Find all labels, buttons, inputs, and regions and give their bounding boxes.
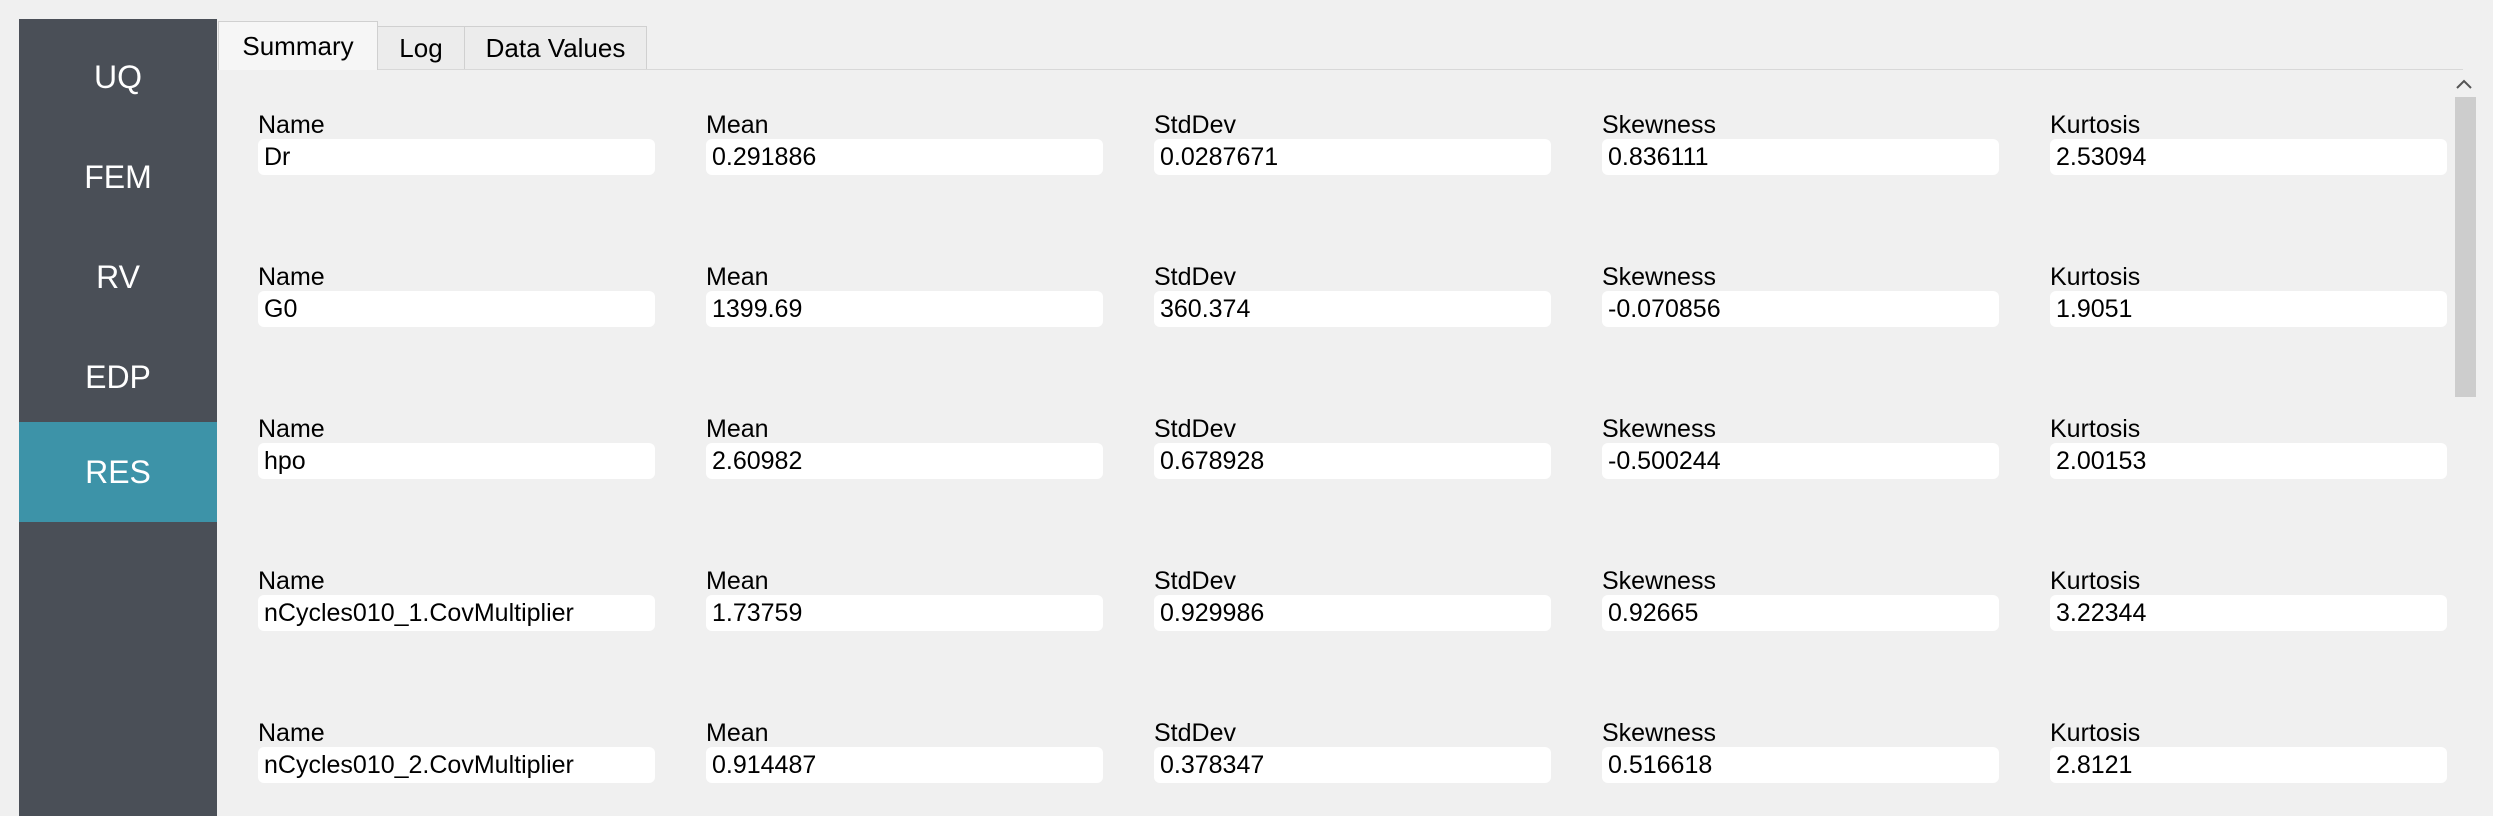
stddev-field[interactable]: 0.929986 bbox=[1154, 595, 1551, 631]
skewness-label: Skewness bbox=[1602, 263, 1716, 291]
mean-label: Mean bbox=[706, 567, 769, 595]
tab-log[interactable]: Log bbox=[377, 26, 465, 69]
tab-summary[interactable]: Summary bbox=[218, 21, 378, 70]
kurtosis-label: Kurtosis bbox=[2050, 567, 2141, 595]
skewness-field[interactable]: -0.070856 bbox=[1602, 291, 1999, 327]
scrollbar-thumb[interactable] bbox=[2455, 97, 2476, 397]
name-field[interactable]: hpo bbox=[258, 443, 655, 479]
mean-label: Mean bbox=[706, 415, 769, 443]
sidebar-item-label: RES bbox=[85, 453, 151, 490]
kurtosis-label: Kurtosis bbox=[2050, 111, 2141, 139]
stddev-label: StdDev bbox=[1154, 263, 1236, 291]
kurtosis-field[interactable]: 2.00153 bbox=[2050, 443, 2447, 479]
name-label: Name bbox=[258, 415, 325, 443]
mean-label: Mean bbox=[706, 263, 769, 291]
mean-label: Mean bbox=[706, 719, 769, 747]
stddev-label: StdDev bbox=[1154, 111, 1236, 139]
tab-label: Summary bbox=[242, 30, 354, 61]
name-field[interactable]: Dr bbox=[258, 139, 655, 175]
skewness-label: Skewness bbox=[1602, 567, 1716, 595]
sidebar-item-label: EDP bbox=[85, 358, 151, 395]
stddev-field[interactable]: 0.378347 bbox=[1154, 747, 1551, 783]
sidebar-item-res[interactable]: RES bbox=[19, 422, 217, 522]
name-label: Name bbox=[258, 111, 325, 139]
name-label: Name bbox=[258, 263, 325, 291]
sidebar-item-rv[interactable]: RV bbox=[19, 227, 217, 327]
mean-field[interactable]: 2.60982 bbox=[706, 443, 1103, 479]
name-field[interactable]: G0 bbox=[258, 291, 655, 327]
mean-field[interactable]: 0.914487 bbox=[706, 747, 1103, 783]
stddev-field[interactable]: 0.678928 bbox=[1154, 443, 1551, 479]
kurtosis-label: Kurtosis bbox=[2050, 415, 2141, 443]
stddev-field[interactable]: 0.0287671 bbox=[1154, 139, 1551, 175]
stddev-label: StdDev bbox=[1154, 719, 1236, 747]
skewness-field[interactable]: 0.92665 bbox=[1602, 595, 1999, 631]
sidebar-item-label: RV bbox=[96, 258, 140, 295]
tab-label: Log bbox=[399, 32, 443, 63]
kurtosis-label: Kurtosis bbox=[2050, 263, 2141, 291]
name-field[interactable]: nCycles010_2.CovMultiplier bbox=[258, 747, 655, 783]
skewness-label: Skewness bbox=[1602, 415, 1716, 443]
mean-field[interactable]: 1399.69 bbox=[706, 291, 1103, 327]
sidebar: UQ FEM RV EDP RES bbox=[19, 19, 217, 816]
stddev-field[interactable]: 360.374 bbox=[1154, 291, 1551, 327]
chevron-up-icon[interactable] bbox=[2452, 72, 2476, 96]
skewness-label: Skewness bbox=[1602, 111, 1716, 139]
skewness-field[interactable]: 0.836111 bbox=[1602, 139, 1999, 175]
kurtosis-field[interactable]: 2.53094 bbox=[2050, 139, 2447, 175]
kurtosis-field[interactable]: 2.8121 bbox=[2050, 747, 2447, 783]
name-label: Name bbox=[258, 567, 325, 595]
sidebar-item-edp[interactable]: EDP bbox=[19, 327, 217, 427]
skewness-field[interactable]: -0.500244 bbox=[1602, 443, 1999, 479]
kurtosis-field[interactable]: 1.9051 bbox=[2050, 291, 2447, 327]
sidebar-item-label: UQ bbox=[94, 58, 142, 95]
sidebar-item-label: FEM bbox=[84, 158, 152, 195]
stddev-label: StdDev bbox=[1154, 415, 1236, 443]
summary-panel bbox=[218, 69, 2463, 816]
mean-field[interactable]: 1.73759 bbox=[706, 595, 1103, 631]
tab-label: Data Values bbox=[485, 32, 626, 63]
stddev-label: StdDev bbox=[1154, 567, 1236, 595]
name-label: Name bbox=[258, 719, 325, 747]
mean-label: Mean bbox=[706, 111, 769, 139]
kurtosis-label: Kurtosis bbox=[2050, 719, 2141, 747]
sidebar-item-uq[interactable]: UQ bbox=[19, 27, 217, 127]
mean-field[interactable]: 0.291886 bbox=[706, 139, 1103, 175]
tab-data-values[interactable]: Data Values bbox=[464, 26, 647, 69]
name-field[interactable]: nCycles010_1.CovMultiplier bbox=[258, 595, 655, 631]
sidebar-item-fem[interactable]: FEM bbox=[19, 127, 217, 227]
skewness-label: Skewness bbox=[1602, 719, 1716, 747]
kurtosis-field[interactable]: 3.22344 bbox=[2050, 595, 2447, 631]
skewness-field[interactable]: 0.516618 bbox=[1602, 747, 1999, 783]
